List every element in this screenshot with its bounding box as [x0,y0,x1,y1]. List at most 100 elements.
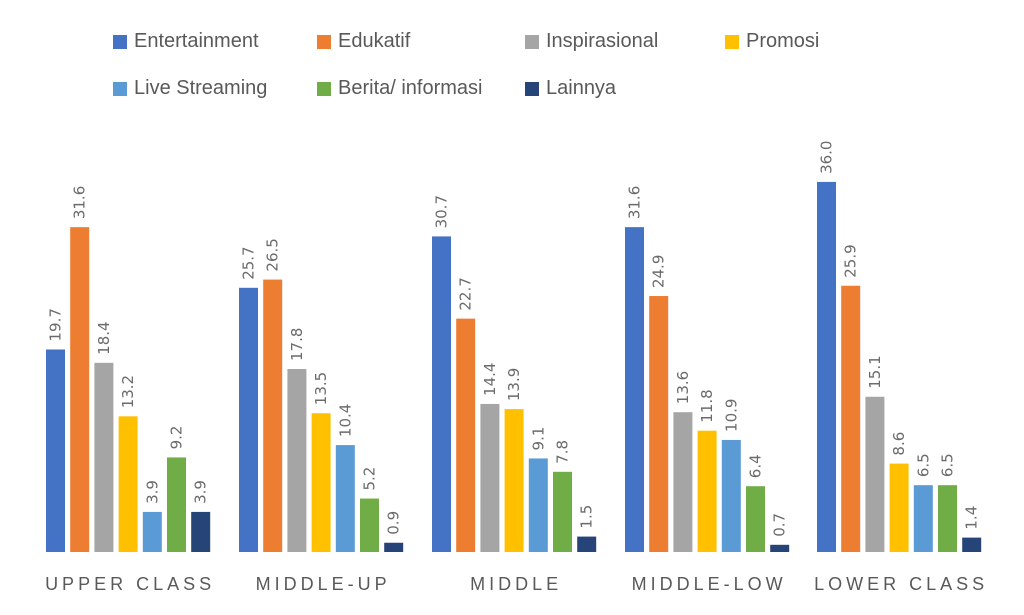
data-label: 13.2 [119,375,137,408]
bar [118,416,138,552]
data-label: 6.4 [747,454,765,478]
bar [432,236,451,553]
data-label: 0.9 [385,511,403,535]
data-label: 25.9 [842,244,860,277]
data-label: 0.7 [771,513,789,537]
data-label: 24.9 [650,255,668,288]
bar [817,181,836,553]
bar-group: 25.7 26.5 17.8 13.5 10.4 5.2 0.9 MIDDLE-UP [239,238,404,594]
data-label: 13.5 [312,372,330,405]
bar [167,457,186,552]
bar [94,362,114,552]
bar [673,412,693,552]
data-label: 13.6 [674,371,692,404]
legend-item: Inspirasional [525,30,658,53]
data-label: 30.7 [433,195,451,228]
bar [384,542,404,552]
legend-item: Promosi [725,30,819,53]
legend-label: Inspirasional [546,30,659,52]
category-label: MIDDLE-UP [256,574,391,594]
data-label: 22.7 [457,277,475,310]
legend-swatch [317,34,331,49]
legend-label: Live Streaming [134,77,268,99]
data-label: 17.8 [288,328,306,361]
bar-group: 36.0 25.9 15.1 8.6 6.5 6.5 1.4 LOWER CLASS [814,141,988,594]
bar [962,537,982,552]
bar [553,471,572,552]
data-label: 3.9 [143,480,161,504]
bar [287,369,307,552]
data-label: 8.6 [890,432,908,456]
data-label: 9.1 [529,427,547,451]
data-label: 25.7 [240,246,258,279]
bar [770,544,790,552]
bar [721,439,741,552]
bar [841,285,861,552]
data-label: 13.9 [505,368,523,401]
data-label: 5.2 [361,467,379,491]
category-label: UPPER CLASS [45,574,215,594]
bar [577,536,597,552]
legend-label: Lainnya [546,77,617,99]
bar [311,413,331,552]
legend-swatch [113,81,127,96]
data-label: 26.5 [264,238,282,271]
bar [456,318,476,552]
bar [263,279,283,552]
data-label: 19.7 [47,308,65,341]
bar [46,349,65,552]
legend-swatch [317,81,331,96]
legend-item: Lainnya [525,77,616,100]
bar [625,227,644,553]
legend-item: Entertainment [113,30,259,53]
legend-item: Live Streaming [113,77,267,100]
data-label: 6.5 [914,453,932,477]
bar [865,396,885,552]
data-label: 14.4 [481,363,499,396]
data-label: 7.8 [554,440,572,464]
bar [504,409,524,552]
data-label: 10.9 [722,399,740,432]
legend-item: Berita/ informasi [317,77,483,100]
chart-legend: Entertainment Edukatif Inspirasional Promos… [0,0,1024,120]
bar [649,296,669,552]
bar [938,485,957,552]
legend-swatch [725,34,739,49]
category-label: MIDDLE [470,574,562,594]
bar [239,287,258,552]
bar-group: 30.7 22.7 14.4 13.9 9.1 7.8 1.5 MIDDLE [432,195,597,594]
data-label: 18.4 [95,321,113,354]
data-label: 9.2 [168,426,186,450]
bar [697,430,717,552]
bar [142,511,162,552]
bar [70,227,90,553]
data-label: 31.6 [71,186,89,219]
legend-label: Entertainment [134,30,259,52]
bar [360,498,379,552]
data-label: 6.5 [939,453,957,477]
bar [889,463,909,552]
bar-group: 19.7 31.6 18.4 13.2 3.9 9.2 3.9 UPPER CLASS [45,186,215,594]
bar [480,403,500,552]
bar-group: 31.6 24.9 13.6 11.8 10.9 6.4 0.7 MIDDLE-LOW [625,186,790,594]
legend-label: Promosi [746,30,820,52]
data-label: 11.8 [698,389,716,422]
category-label: LOWER CLASS [814,574,988,594]
data-label: 1.4 [963,506,981,530]
data-label: 1.5 [578,505,596,529]
legend-label: Edukatif [338,30,411,52]
bar [528,458,548,552]
bar [913,485,933,552]
legend-item: Edukatif [317,30,410,53]
data-label: 3.9 [192,480,210,504]
legend-swatch [525,81,539,96]
bar [746,486,765,552]
legend-swatch [113,34,127,49]
data-label: 36.0 [818,141,836,174]
legend-label: Berita/ informasi [338,77,483,99]
bar [335,445,355,552]
bar [191,511,211,552]
data-label: 15.1 [866,355,884,388]
data-label: 31.6 [626,186,644,219]
